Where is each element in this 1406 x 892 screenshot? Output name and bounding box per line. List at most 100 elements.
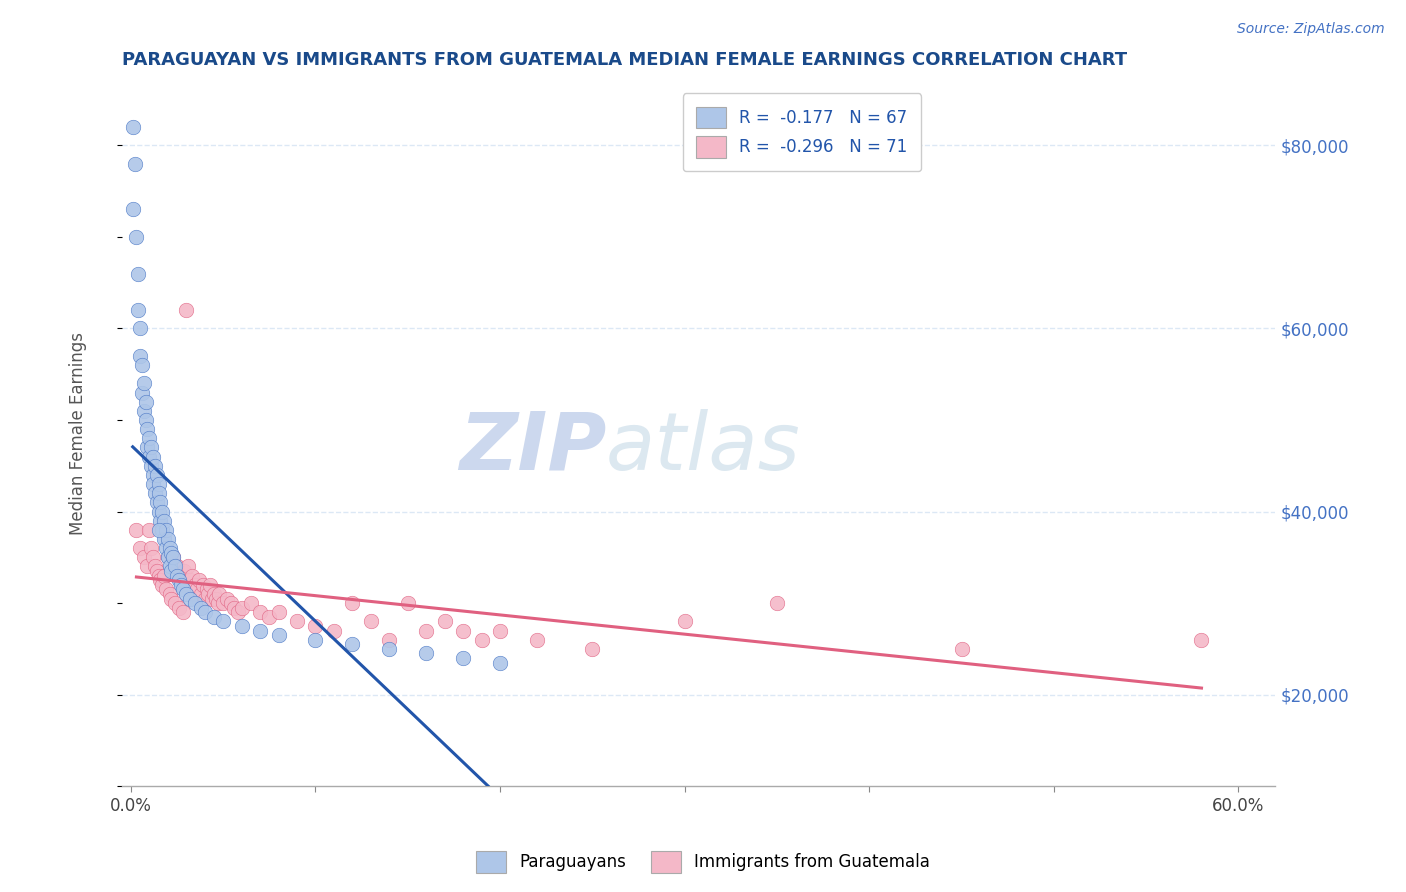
Point — [145, 467, 167, 482]
Point — [148, 486, 170, 500]
Point — [141, 441, 163, 455]
Point — [204, 591, 226, 606]
Point — [159, 559, 181, 574]
Point — [471, 632, 494, 647]
Point — [142, 477, 165, 491]
Point — [153, 532, 176, 546]
Point — [212, 615, 235, 629]
Point — [396, 596, 419, 610]
Point — [451, 624, 474, 638]
Point — [170, 578, 193, 592]
Point — [166, 568, 188, 582]
Text: Median Female Earnings: Median Female Earnings — [69, 332, 87, 535]
Point — [160, 591, 183, 606]
Point — [166, 559, 188, 574]
Point — [208, 587, 231, 601]
Point — [148, 477, 170, 491]
Point — [143, 559, 166, 574]
Point — [155, 523, 177, 537]
Point — [170, 568, 193, 582]
Point — [148, 504, 170, 518]
Point — [131, 358, 153, 372]
Point — [191, 578, 214, 592]
Point — [159, 541, 181, 556]
Point — [451, 651, 474, 665]
Point — [526, 632, 548, 647]
Legend: Paraguayans, Immigrants from Guatemala: Paraguayans, Immigrants from Guatemala — [470, 845, 936, 880]
Point — [156, 550, 179, 565]
Point — [201, 591, 224, 606]
Point — [195, 582, 218, 597]
Point — [267, 628, 290, 642]
Point — [224, 600, 246, 615]
Point — [194, 591, 217, 606]
Point — [132, 376, 155, 391]
Point — [149, 514, 172, 528]
Point — [360, 615, 382, 629]
Point — [184, 596, 207, 610]
Point — [190, 600, 212, 615]
Point — [415, 624, 437, 638]
Point — [156, 550, 179, 565]
Point — [142, 550, 165, 565]
Point — [489, 656, 512, 670]
Point — [174, 303, 197, 318]
Point — [489, 624, 512, 638]
Point — [177, 559, 200, 574]
Point — [138, 431, 160, 445]
Point — [950, 641, 973, 656]
Point — [186, 582, 208, 597]
Point — [673, 615, 696, 629]
Point — [121, 202, 143, 217]
Point — [167, 573, 190, 587]
Point — [342, 637, 364, 651]
Point — [160, 564, 183, 578]
Point — [153, 568, 176, 582]
Point — [143, 486, 166, 500]
Point — [188, 573, 211, 587]
Point — [141, 541, 163, 556]
Point — [378, 632, 401, 647]
Point — [125, 523, 148, 537]
Point — [165, 596, 187, 610]
Point — [132, 404, 155, 418]
Point — [304, 632, 326, 647]
Point — [766, 596, 789, 610]
Point — [172, 582, 194, 597]
Text: ZIP: ZIP — [458, 409, 606, 487]
Point — [202, 609, 225, 624]
Text: atlas: atlas — [606, 409, 801, 487]
Legend: R =  -0.177   N = 67, R =  -0.296   N = 71: R = -0.177 N = 67, R = -0.296 N = 71 — [683, 93, 921, 171]
Text: Source: ZipAtlas.com: Source: ZipAtlas.com — [1237, 22, 1385, 37]
Point — [159, 587, 181, 601]
Point — [162, 550, 184, 565]
Point — [200, 578, 222, 592]
Point — [150, 523, 173, 537]
Point — [194, 605, 217, 619]
Point — [132, 550, 155, 565]
Point — [136, 559, 159, 574]
Point — [145, 495, 167, 509]
Point — [124, 157, 146, 171]
Point — [143, 458, 166, 473]
Point — [183, 587, 205, 601]
Point — [304, 619, 326, 633]
Point — [197, 587, 219, 601]
Point — [129, 541, 152, 556]
Point — [138, 450, 160, 464]
Point — [135, 394, 157, 409]
Point — [378, 641, 401, 656]
Point — [202, 587, 225, 601]
Point — [174, 587, 197, 601]
Point — [150, 504, 173, 518]
Point — [142, 450, 165, 464]
Point — [162, 550, 184, 565]
Point — [145, 564, 167, 578]
Point — [148, 568, 170, 582]
Point — [136, 422, 159, 436]
Point — [173, 564, 195, 578]
Point — [212, 596, 235, 610]
Point — [323, 624, 346, 638]
Point — [231, 619, 253, 633]
Point — [138, 523, 160, 537]
